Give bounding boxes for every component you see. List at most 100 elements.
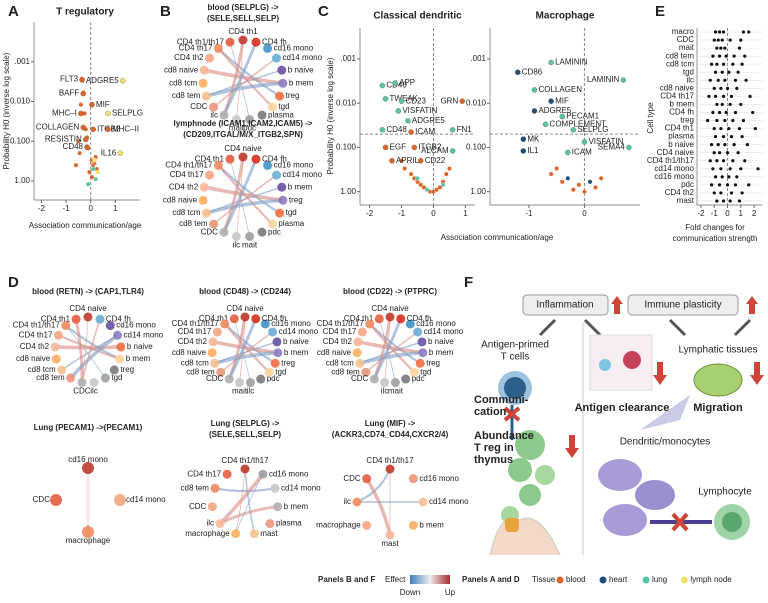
edge [365,477,392,536]
node-label: cd14 mono [429,497,469,506]
legend-swatch [556,576,564,584]
x-axis-label: Fold changes for [685,223,745,232]
node-label: b mem [126,354,151,363]
point [715,62,719,66]
thymus-cell [515,430,545,460]
point-label: PECAM1 [566,112,599,121]
node [270,358,280,368]
node [208,337,218,347]
lymphocyte-nucleus [722,512,742,532]
arrow [583,318,602,337]
x-tick-label: 1 [113,204,118,213]
point [85,181,91,187]
point [717,110,722,115]
node [385,530,395,540]
node-label: cd14 mono [424,327,464,336]
label: Communi- [474,394,529,406]
point [395,108,402,114]
point [715,118,719,123]
node [213,160,223,170]
point-label: SELPLG [577,125,608,134]
node-label: b mem [429,348,454,357]
y-tick-label: cd8 tcm [666,59,694,68]
point [447,166,452,171]
node [210,483,220,493]
node [220,319,230,329]
node-label: b mem [289,78,314,87]
node-label: CD4 th2 [20,342,50,351]
node [390,378,400,388]
node-label: CD4 th1 [344,314,374,323]
point [708,78,712,82]
edge [220,331,274,373]
point [709,183,714,187]
node [114,494,126,506]
node-label: CD4 naive [224,144,262,153]
node-label: cd16 mono [274,161,314,170]
point-label: BAFF [59,89,80,98]
point [731,159,735,163]
network-title: Lung (PECAM1) ->(PECAM1) [34,423,143,432]
point [712,191,716,195]
label: T reg in [474,442,514,454]
edge [81,318,101,383]
node [216,367,226,377]
node [109,365,119,375]
node-label: CD4 th17 [323,327,357,336]
y-tick-label: mait [679,43,695,52]
point-label: ALCAM [421,146,449,155]
node-label: b naive [428,337,454,346]
node [210,358,220,368]
point [78,110,84,117]
panel-letter: B [160,3,171,20]
network-title: (CD209,ITGAL/M/X_ITGB2,SPN) [183,130,303,139]
edge [372,318,403,380]
node [272,337,282,347]
node [385,312,395,322]
point [720,70,724,74]
node [268,327,278,337]
point [747,183,751,187]
point [740,191,744,195]
y-tick-label: CD4 th17 [660,91,694,100]
label: Inflammation [536,300,593,311]
node [219,227,229,237]
node [51,354,61,364]
network-title: Lung (SELPLG) -> [211,419,280,428]
node-label: cd14 mono [282,53,322,62]
node-label: CD4 fh [106,314,131,323]
node-label: mait [229,124,245,133]
network-title: blood (SELPLG) -> [208,3,279,12]
point [415,176,420,181]
node [205,53,215,63]
node-label: plasma [268,110,294,119]
x-tick-label: -2 [366,209,374,218]
x-tick-label: 1 [739,209,744,218]
dendritic-cell [603,504,647,536]
node-label: ilc [206,519,214,528]
point [548,59,554,66]
point [727,70,731,74]
edge [219,505,278,525]
label: Antigen clearance [575,402,670,414]
point [408,129,414,135]
edge [213,174,277,225]
y-tick-label: 1.00 [340,187,356,196]
point [733,110,738,115]
node-label: CD4 fh [262,37,287,46]
y-tick-label: cd8 tem [666,51,695,60]
x-tick-label: -1 [62,204,70,213]
point [565,176,571,181]
point [554,166,560,171]
point [593,185,598,190]
node-label: tgd [286,208,297,217]
point [79,76,85,83]
node [198,195,208,205]
node-label: cd8 tem [179,219,208,228]
point [716,38,720,42]
point [421,185,427,190]
edge [74,318,84,383]
point [559,179,565,185]
point [713,135,718,139]
point [736,151,740,155]
